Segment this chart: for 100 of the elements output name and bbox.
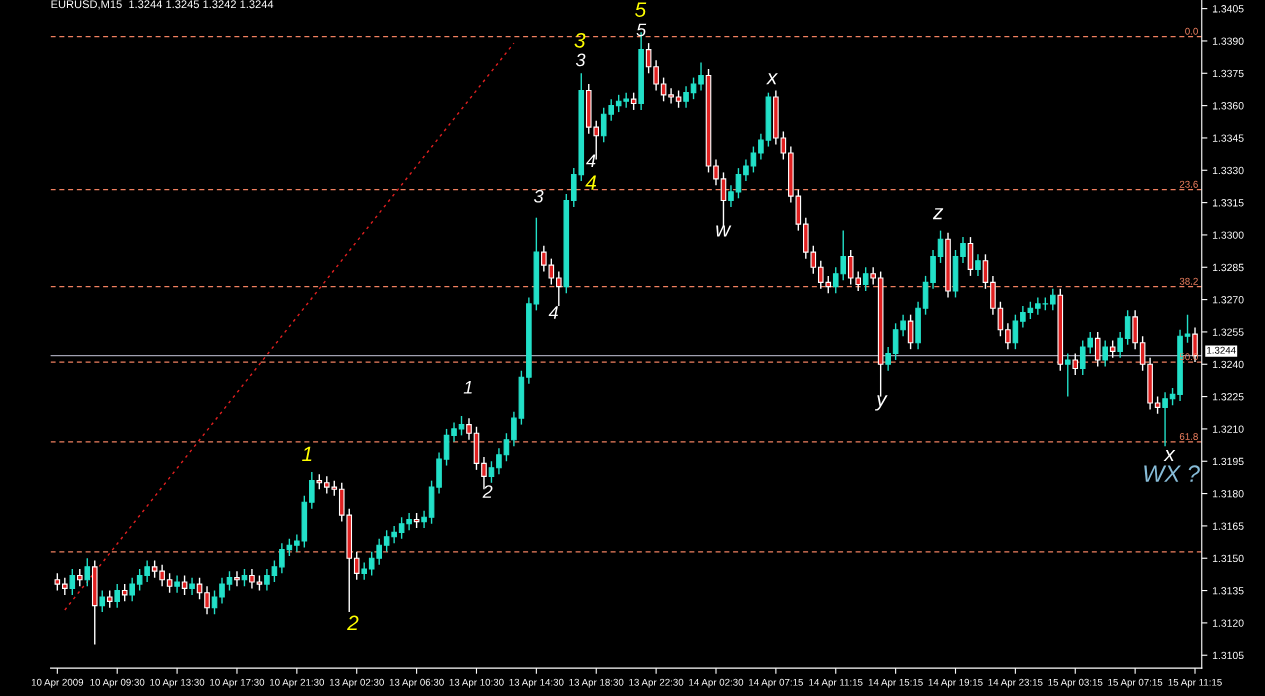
x-tick-label: 13 Apr 14:30 xyxy=(509,678,564,688)
y-tick-label: 1.3225 xyxy=(1212,393,1244,401)
candlestick xyxy=(870,266,876,286)
candlestick xyxy=(862,266,869,292)
candlestick xyxy=(885,346,891,372)
x-tick-label: 10 Apr 09:30 xyxy=(90,678,145,688)
y-tick-label: 1.3405 xyxy=(1212,5,1244,13)
annotation: 4 xyxy=(586,154,596,168)
candlestick xyxy=(728,184,734,208)
y-tick-label: 1.3375 xyxy=(1212,69,1244,78)
x-tick-label: 14 Apr 19:15 xyxy=(928,678,983,688)
candlestick xyxy=(99,589,106,613)
y-tick-label: 1.3330 xyxy=(1212,166,1244,175)
x-tick-label: 10 Apr 2009 xyxy=(31,678,84,688)
candlestick xyxy=(488,460,495,484)
x-tick-label: 10 Apr 13:30 xyxy=(150,678,205,688)
candlestick xyxy=(174,574,180,594)
y-tick-label: 1.3390 xyxy=(1212,37,1244,45)
x-tick-label: 13 Apr 02:30 xyxy=(329,678,384,688)
candlestick xyxy=(960,236,966,264)
candlestick xyxy=(234,570,240,587)
annotation: 5 xyxy=(635,2,647,17)
y-tick-label: 1.3105 xyxy=(1212,651,1244,660)
y-tick-label: 1.3195 xyxy=(1212,457,1244,466)
candlestick xyxy=(1117,331,1123,359)
candlestick xyxy=(62,576,68,596)
y-tick-label: 1.3150 xyxy=(1212,554,1244,563)
candlestick xyxy=(353,551,360,581)
annotation: z xyxy=(932,208,944,220)
x-tick-label: 15 Apr 11:15 xyxy=(1168,678,1222,688)
annotation: 61.8 xyxy=(1179,433,1198,440)
x-tick-label: 13 Apr 10:30 xyxy=(449,678,504,688)
candlestick xyxy=(219,576,225,605)
candlestick xyxy=(443,428,450,467)
annotation: w xyxy=(716,225,732,237)
candlestick xyxy=(1072,352,1079,376)
candlestick xyxy=(690,76,697,100)
candlestick xyxy=(69,568,76,596)
candlestick xyxy=(1162,391,1168,447)
candlestick xyxy=(713,158,719,187)
annotation: 3 xyxy=(534,189,544,203)
x-tick-label: 14 Apr 23:15 xyxy=(988,678,1043,688)
x-tick-label: 14 Apr 02:30 xyxy=(689,678,744,688)
annotation: 2 xyxy=(347,615,359,631)
candlestick xyxy=(556,270,562,307)
annotation: 3 xyxy=(574,32,586,48)
y-tick-label: 1.3360 xyxy=(1212,102,1244,110)
candlestick xyxy=(84,557,91,587)
annotation: 2 xyxy=(482,485,493,498)
candlestick xyxy=(496,447,502,475)
candlestick xyxy=(189,576,195,596)
annotation: 23.6 xyxy=(1179,180,1198,188)
candlestick xyxy=(1102,339,1108,368)
candlestick xyxy=(743,158,749,182)
y-tick-label: 1.3120 xyxy=(1212,619,1244,627)
candlestick xyxy=(181,574,188,596)
x-tick-label: 10 Apr 17:30 xyxy=(210,678,265,688)
candlestick xyxy=(204,585,210,615)
annotation: 1 xyxy=(463,381,472,394)
candlestick xyxy=(668,87,674,105)
candlestick xyxy=(249,568,255,590)
annotation: 1 xyxy=(302,446,312,462)
y-tick-label: 1.3180 xyxy=(1212,490,1244,498)
y-tick-label: 1.3315 xyxy=(1212,199,1244,207)
y-tick-label: 1.3345 xyxy=(1212,134,1244,142)
y-tick-label: 1.3135 xyxy=(1212,587,1244,595)
candlestick xyxy=(1184,313,1191,344)
candlestick xyxy=(421,510,427,529)
candlestick xyxy=(1012,313,1019,350)
annotation: 0.0 xyxy=(1185,27,1198,35)
annotation: y xyxy=(875,395,888,411)
x-tick-label: 14 Apr 11:15 xyxy=(809,678,863,688)
candlestick xyxy=(982,253,989,290)
x-tick-label: 13 Apr 06:30 xyxy=(389,678,444,688)
candlestick xyxy=(975,253,981,277)
candlestick xyxy=(466,417,472,441)
annotation: 3 xyxy=(575,53,586,67)
x-tick-label: 15 Apr 07:15 xyxy=(1108,678,1163,688)
candlestick xyxy=(309,471,315,510)
candlestick xyxy=(1005,322,1011,350)
candlestick xyxy=(1064,352,1071,398)
candlestick xyxy=(166,572,173,594)
candlestick xyxy=(1050,288,1056,312)
candlestick xyxy=(129,576,135,603)
candlestick xyxy=(907,313,914,350)
annotation: 38.2 xyxy=(1179,277,1198,285)
x-tick-label: 14 Apr 07:15 xyxy=(749,678,804,688)
y-tick-label: 1.3270 xyxy=(1212,296,1244,304)
candlestick xyxy=(1094,331,1101,368)
annotation: 5 xyxy=(636,23,647,37)
y-tick-label: 1.3285 xyxy=(1212,263,1244,272)
candlestick xyxy=(660,76,667,102)
y-tick-label: 1.3255 xyxy=(1212,328,1244,336)
x-tick-label: 13 Apr 22:30 xyxy=(629,678,684,688)
candlestick xyxy=(698,61,704,92)
candlestick xyxy=(458,415,465,437)
candlestick xyxy=(1124,309,1131,346)
annotation: WX ? xyxy=(1144,465,1200,482)
y-tick-label: 1.3165 xyxy=(1212,522,1244,530)
chart-title: EURUSD,M15 1.3244 1.3245 1.3242 1.3244 xyxy=(51,0,274,10)
